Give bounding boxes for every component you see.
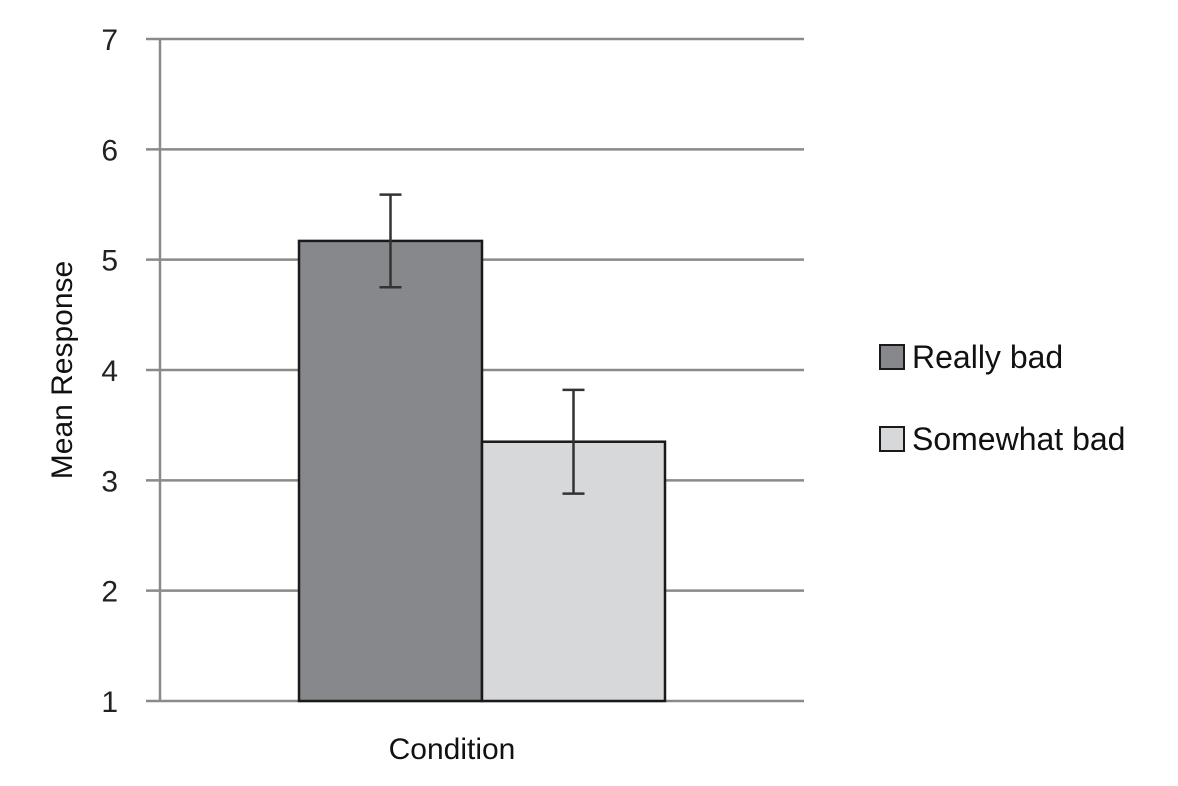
legend-label: Really bad: [912, 339, 1063, 375]
error-bar: [379, 193, 402, 289]
y-tick-label: 5: [101, 245, 118, 278]
legend-item: Really bad: [879, 339, 1063, 375]
bars: [297, 239, 667, 703]
y-tick-label: 3: [101, 465, 118, 498]
y-tick-label: 6: [101, 134, 118, 167]
x-axis-title: Condition: [389, 733, 516, 766]
y-tick-label: 2: [101, 576, 118, 609]
legend: Really bad Somewhat bad: [879, 339, 1125, 457]
y-axis: 1 2 3 4 5 6 7: [101, 24, 162, 719]
error-bar: [562, 388, 585, 495]
legend-label: Somewhat bad: [912, 421, 1125, 457]
y-tick-label: 4: [101, 355, 118, 388]
legend-swatch: [879, 426, 905, 452]
legend-item: Somewhat bad: [879, 421, 1125, 457]
y-tick-label: 1: [101, 686, 118, 719]
y-axis-title: Mean Response: [46, 261, 79, 479]
error-bars: [379, 193, 585, 495]
y-tick-label: 7: [101, 24, 118, 57]
bar-really-bad: [297, 239, 484, 703]
legend-swatch: [879, 344, 905, 370]
